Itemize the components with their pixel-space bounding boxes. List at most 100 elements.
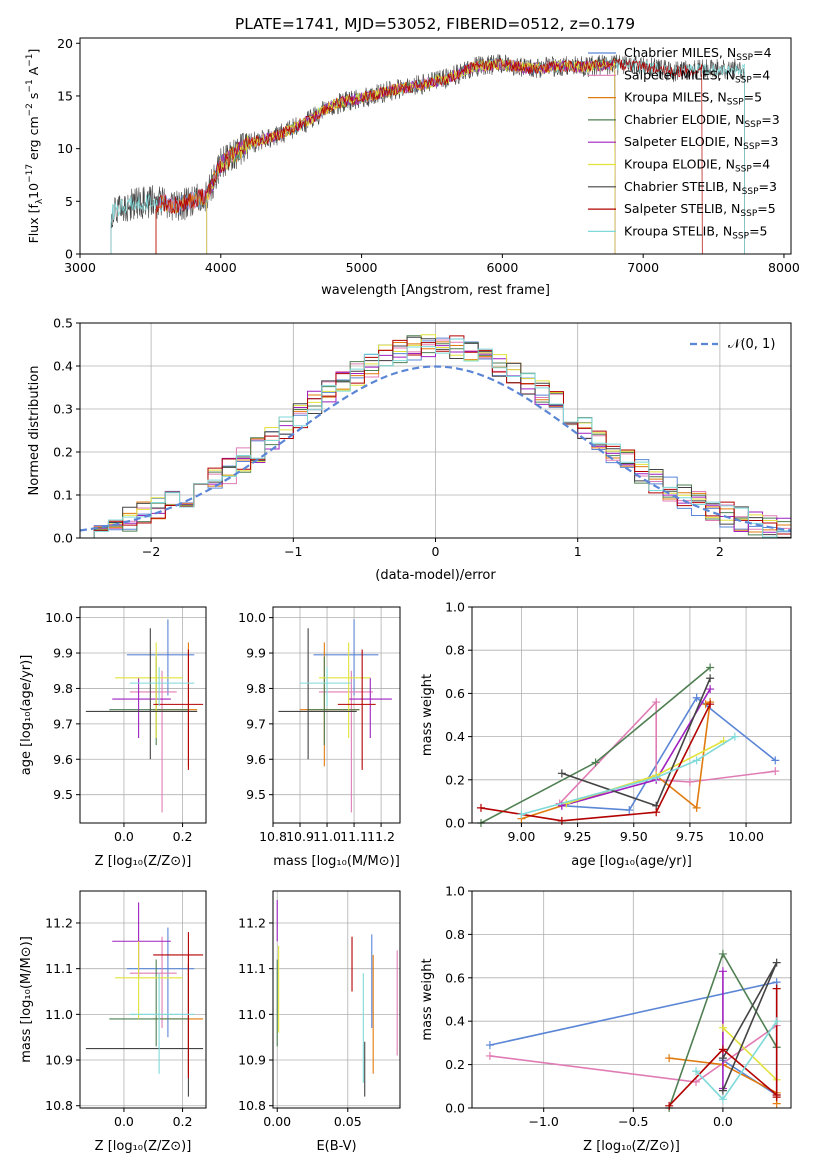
marker: [692, 1077, 701, 1086]
legend-label: Chabrier MILES, NSSP=4: [624, 45, 772, 63]
y-axis-label-part: −2: [25, 103, 35, 116]
x-axis-label: (data-model)/error: [375, 568, 496, 583]
axes-frame: [79, 322, 792, 539]
x-tick-label: 0.2: [173, 1114, 193, 1129]
age_vs_mass-panel: 10.8 10.9 11.0 11.1 11.2 9.5 9.6 9.7 9.8 9.9 10.0 m…: [238, 606, 401, 869]
marker: [665, 1054, 674, 1063]
legend-label: Chabrier ELODIE, NSSP=3: [624, 112, 780, 130]
mass_vs_EBV-panel: 0.00 0.05 10.8 10.9 11.0 11.1 11.2 E(B-V): [238, 890, 401, 1154]
legend-label-value: =3: [760, 134, 778, 149]
y-axis-label: Flux [fλ10−17 erg cm−2 s−1 A−1]: [25, 49, 45, 244]
series-line: [561, 696, 776, 811]
y-axis-label: mass [log₁₀(M/M⊙)]: [19, 936, 34, 1063]
marker: [652, 698, 661, 707]
marker: [685, 777, 694, 786]
x-tick-label: 3000: [64, 260, 96, 275]
legend-label-sub: SSP: [736, 53, 753, 63]
series-line: [561, 677, 711, 807]
y-tick-label: 10.8: [45, 1098, 73, 1113]
legend-label-value: =3: [759, 179, 777, 194]
legend-label-name: Salpeter ELODIE, N: [624, 134, 743, 149]
marker: [718, 1023, 727, 1032]
massweight_vs_age-panel: 9.00 9.25 9.50 9.75 10.00 0.0 0.2 0.4 0.6 0.8 1.0 a…: [420, 600, 792, 869]
x-tick-label: 0.0: [713, 1114, 733, 1129]
marker: [718, 1095, 727, 1104]
y-tick-label: 10.9: [238, 1053, 266, 1068]
legend-label: Kroupa ELODIE, NSSP=4: [624, 157, 770, 175]
marker: [557, 816, 566, 825]
legend-label-sub: SSP: [743, 142, 760, 152]
x-tick-label: 0.05: [334, 1114, 362, 1129]
legend-label: Salpeter MILES, NSSP=4: [624, 67, 770, 85]
legend-label-name: Chabrier MILES, N: [624, 45, 736, 60]
y-axis-label-part: ]: [26, 49, 41, 54]
legend-label-value: =4: [752, 157, 770, 172]
y-tick-label: 5: [65, 194, 73, 209]
legend-label-value: =5: [749, 223, 767, 238]
marker: [692, 693, 701, 702]
y-tick-label: 1.0: [445, 884, 465, 899]
y-tick-label: 9.5: [246, 787, 266, 802]
figure-title: PLATE=1741, MJD=53052, FIBERID=0512, z=0…: [235, 15, 635, 33]
y-tick-label: 0.4: [445, 729, 465, 744]
y-tick-label: 9.8: [53, 681, 73, 696]
x-axis-label: Z [log₁₀(Z/Z⊙)]: [95, 1139, 192, 1154]
legend-label-sub: SSP: [732, 231, 749, 241]
legend-label: Salpeter ELODIE, NSSP=3: [624, 134, 778, 152]
x-tick-label: −2: [142, 544, 160, 559]
x-tick-label: 11.0: [313, 829, 341, 844]
y-tick-label: 9.6: [53, 752, 73, 767]
y-axis-label: mass weight: [420, 958, 435, 1040]
legend-label-sub: SSP: [735, 165, 752, 175]
series-line: [722, 1027, 778, 1081]
x-axis-label: Z [log₁₀(Z/Z⊙)]: [583, 1139, 680, 1154]
marker: [730, 732, 739, 741]
y-tick-label: 0.0: [53, 531, 73, 546]
legend-label-value: =5: [744, 90, 762, 105]
spectrum-panel: 3000 4000 5000 6000 7000 8000 0 5 10 15 20 waveleng…: [25, 36, 800, 298]
axes-frame: [79, 890, 207, 1109]
x-axis-label: age [log₁₀(age/yr)]: [571, 854, 692, 869]
y-tick-label: 10.9: [45, 1053, 73, 1068]
residuals-panel: −2 −1 0 1 2 0.0 0.1 0.2 0.3 0.4 0.5 𝒩(0, 1) (data-mo…: [27, 316, 792, 583]
marker: [706, 674, 715, 683]
y-tick-label: 0.2: [445, 1057, 465, 1072]
marker: [772, 984, 781, 993]
marker: [692, 1067, 701, 1076]
marker: [485, 1051, 494, 1060]
mass_vs_Z-panel: 0.0 0.2 10.8 10.9 11.0 11.1 11.2 Z [log₁₀(Z/Z⊙)…: [19, 890, 207, 1154]
x-axis-label: wavelength [Angstrom, rest frame]: [321, 283, 550, 298]
marker: [692, 756, 701, 765]
x-tick-label: 7000: [627, 260, 659, 275]
y-tick-label: 10.0: [238, 610, 266, 625]
y-axis-label-part: 10: [26, 183, 41, 199]
x-tick-label: 9.00: [508, 829, 536, 844]
x-tick-label: −1: [284, 544, 302, 559]
marker: [771, 756, 780, 765]
marker: [692, 803, 701, 812]
x-tick-label: 11.1: [340, 829, 368, 844]
y-tick-label: 0.0: [445, 1101, 465, 1116]
y-axis-label-part: A: [26, 66, 41, 79]
marker: [485, 1041, 494, 1050]
x-tick-label: 11.2: [367, 829, 395, 844]
y-tick-label: 10.8: [238, 1098, 266, 1113]
x-tick-label: 2: [716, 544, 724, 559]
marker: [718, 967, 727, 976]
y-tick-label: 0.4: [53, 359, 73, 374]
x-tick-label: 0.0: [114, 1114, 134, 1129]
axes-frame: [272, 890, 401, 1109]
y-axis-label: mass weight: [420, 674, 435, 756]
y-axis-label-part: −17: [25, 164, 35, 183]
y-tick-label: 11.1: [45, 961, 73, 976]
marker: [718, 1086, 727, 1095]
normal-curve: [79, 365, 792, 532]
y-tick-label: 0.8: [445, 643, 465, 658]
y-tick-label: 0.2: [445, 772, 465, 787]
marker: [718, 949, 727, 958]
x-tick-label: −1.0: [529, 1114, 559, 1129]
y-tick-label: 11.1: [238, 961, 266, 976]
y-axis-label-part: −1: [25, 79, 35, 92]
axes-frame: [79, 606, 207, 824]
x-tick-label: 1: [574, 544, 582, 559]
